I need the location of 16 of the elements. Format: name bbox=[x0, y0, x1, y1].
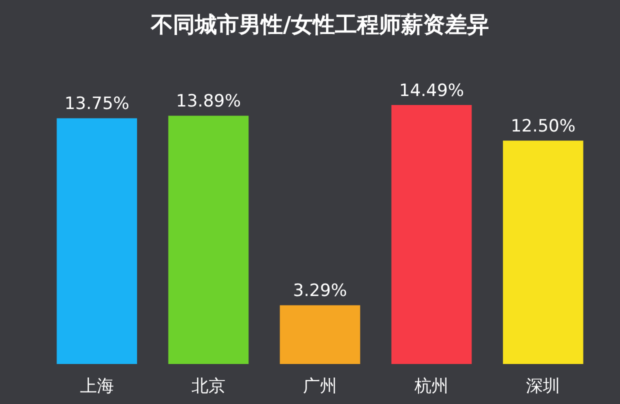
bar bbox=[502, 140, 584, 364]
data-label: 13.75% bbox=[64, 94, 130, 114]
x-tick-label: 深圳 bbox=[526, 376, 560, 396]
chart-title: 不同城市男性/女性工程师薪资差异 bbox=[150, 12, 490, 38]
x-tick-label: 杭州 bbox=[414, 376, 449, 396]
x-tick-label: 广州 bbox=[303, 376, 337, 396]
data-label: 12.50% bbox=[510, 116, 576, 137]
x-tick-label: 北京 bbox=[191, 376, 226, 396]
bar bbox=[391, 105, 472, 364]
bar bbox=[168, 116, 249, 364]
data-label: 13.89% bbox=[176, 92, 241, 112]
data-label: 3.29% bbox=[292, 281, 348, 302]
x-tick-label: 上海 bbox=[80, 376, 114, 396]
data-label: 14.49% bbox=[399, 81, 464, 101]
bar bbox=[56, 118, 138, 364]
bar bbox=[280, 305, 360, 364]
